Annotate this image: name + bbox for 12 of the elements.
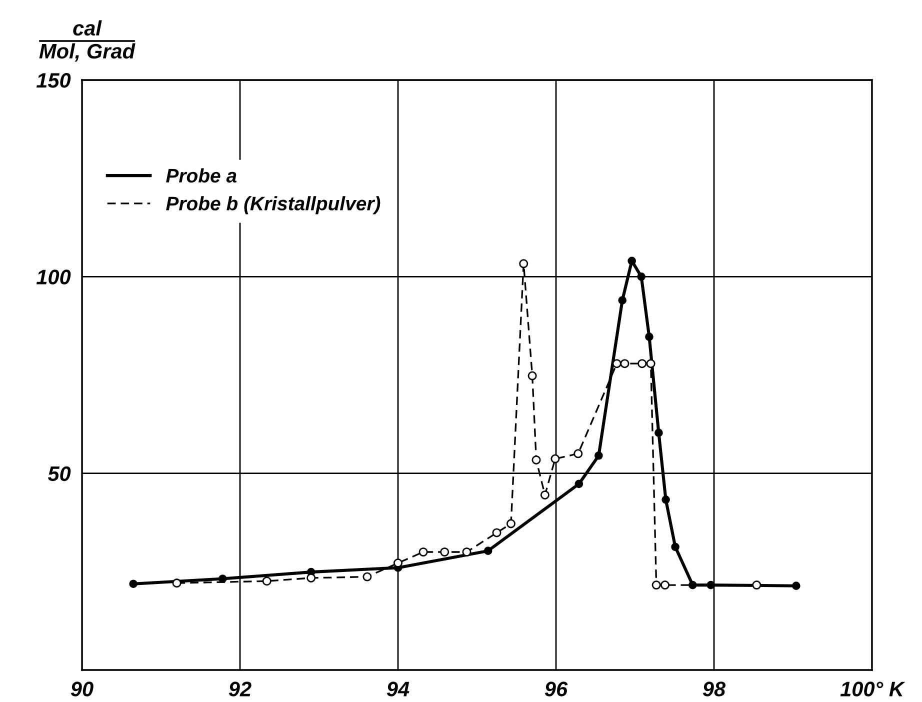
legend-label: Probe b (Kristallpulver) [166, 196, 380, 214]
y-axis-title: cal Mol, Grad [39, 20, 136, 62]
x-tick-label: 90 [70, 682, 94, 696]
x-tick-label: 92 [228, 682, 252, 696]
x-tick-label: 100° K [840, 682, 906, 696]
y-tick-label: 150 [36, 73, 71, 88]
x-tick-label: 96 [544, 682, 568, 696]
y-tick-label: 50 [48, 466, 71, 482]
x-tick-label: 98 [702, 682, 726, 696]
x-tick-label: 94 [386, 682, 410, 696]
y-tick-label: 100 [36, 270, 71, 284]
legend-label: Probe a [166, 168, 236, 183]
